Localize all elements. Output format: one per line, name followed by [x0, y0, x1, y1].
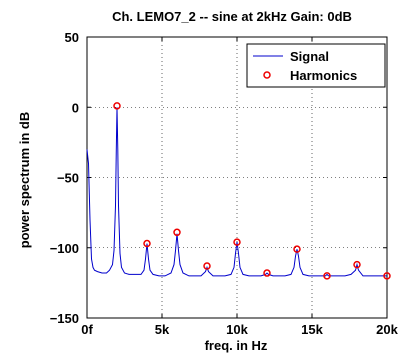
legend-box — [246, 43, 386, 88]
y-tick-label: −50 — [57, 171, 79, 186]
series — [86, 102, 391, 280]
x-axis-label: freq. in Hz — [205, 338, 268, 353]
signal-line — [86, 107, 387, 277]
harmonic-marker — [323, 272, 331, 280]
y-tick-label: 50 — [65, 30, 79, 45]
legend-signal-label: Signal — [290, 49, 329, 64]
legend-harmonics-label: Harmonics — [290, 68, 357, 83]
harmonic-marker — [233, 238, 241, 246]
legend: Signal Harmonics — [246, 43, 386, 88]
legend-harmonics-swatch — [263, 71, 271, 79]
x-tick-label: 10k — [226, 322, 248, 337]
x-tick-label: 15k — [301, 322, 323, 337]
chart-title: Ch. LEMO7_2 -- sine at 2kHz Gain: 0dB — [112, 9, 352, 24]
y-tick-label: 0 — [72, 100, 79, 115]
harmonic-marker — [173, 228, 181, 237]
x-tick-label: 5k — [155, 322, 170, 337]
y-tick-label: −100 — [50, 241, 79, 256]
x-tick-label: 20k — [376, 322, 398, 337]
y-axis-label: power spectrum in dB — [17, 112, 32, 249]
harmonic-marker — [143, 239, 151, 248]
harmonic-marker — [263, 269, 271, 277]
harmonic-marker — [383, 272, 391, 280]
y-tick-label: −150 — [50, 311, 79, 326]
harmonic-marker — [113, 102, 121, 110]
harmonic-marker — [203, 262, 211, 270]
harmonic-marker — [293, 245, 301, 253]
axis-ticks: 0f 5k 10k 15k 20k −150 −100 −50 0 50 — [50, 30, 399, 337]
x-tick-label: 0f — [81, 322, 93, 337]
harmonic-marker — [353, 260, 361, 269]
